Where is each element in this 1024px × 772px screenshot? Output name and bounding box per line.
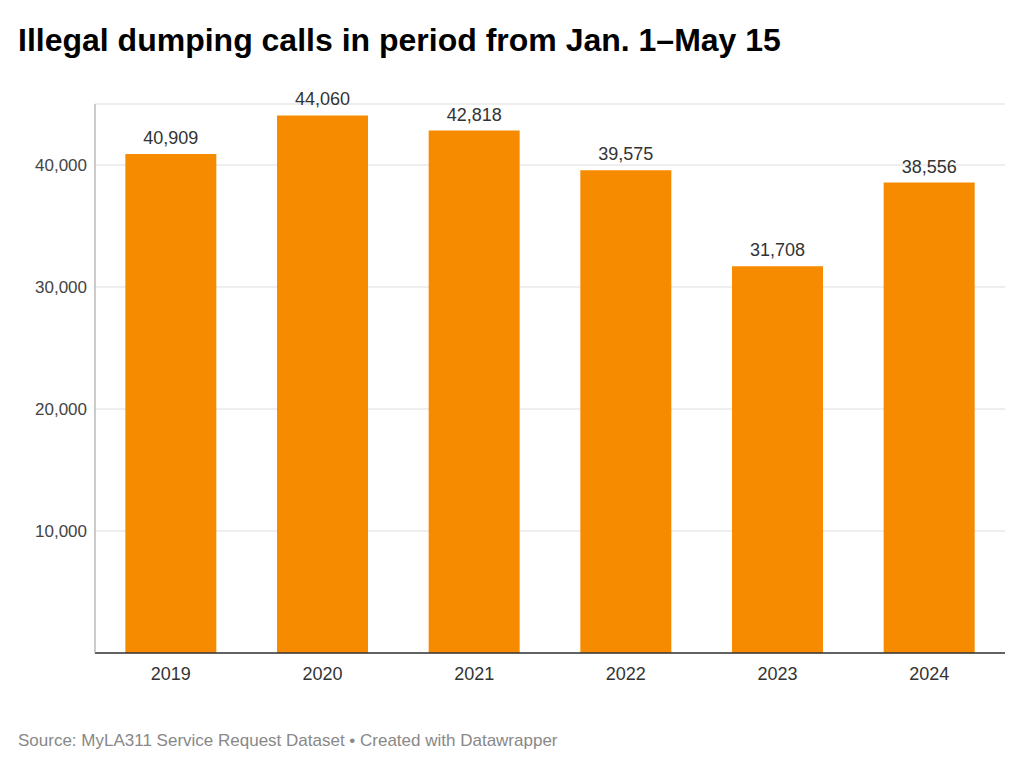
html-text:Illegal dumping calls in perio: Illegal dumping calls in period from Jan… — [18, 22, 781, 58]
svg-text:30,000: 30,000 — [35, 278, 87, 297]
svg-text:42,818: 42,818 — [447, 105, 502, 125]
svg-text:38,556: 38,556 — [902, 157, 957, 177]
svg-text:31,708: 31,708 — [750, 240, 805, 260]
svg-text:2019: 2019 — [151, 664, 191, 684]
svg-text:2020: 2020 — [302, 664, 342, 684]
svg-text:2024: 2024 — [909, 664, 949, 684]
svg-text:2021: 2021 — [454, 664, 494, 684]
svg-text:39,575: 39,575 — [598, 144, 653, 164]
svg-text:2022: 2022 — [606, 664, 646, 684]
html-text:Source: MyLA311 Service Reques: Source: MyLA311 Service Request Dataset … — [18, 731, 558, 750]
svg-text:2023: 2023 — [757, 664, 797, 684]
svg-text:44,060: 44,060 — [295, 89, 350, 109]
svg-text:10,000: 10,000 — [35, 522, 87, 541]
svg-text:40,909: 40,909 — [143, 128, 198, 148]
svg-text:40,000: 40,000 — [35, 156, 87, 175]
svg-text:20,000: 20,000 — [35, 400, 87, 419]
